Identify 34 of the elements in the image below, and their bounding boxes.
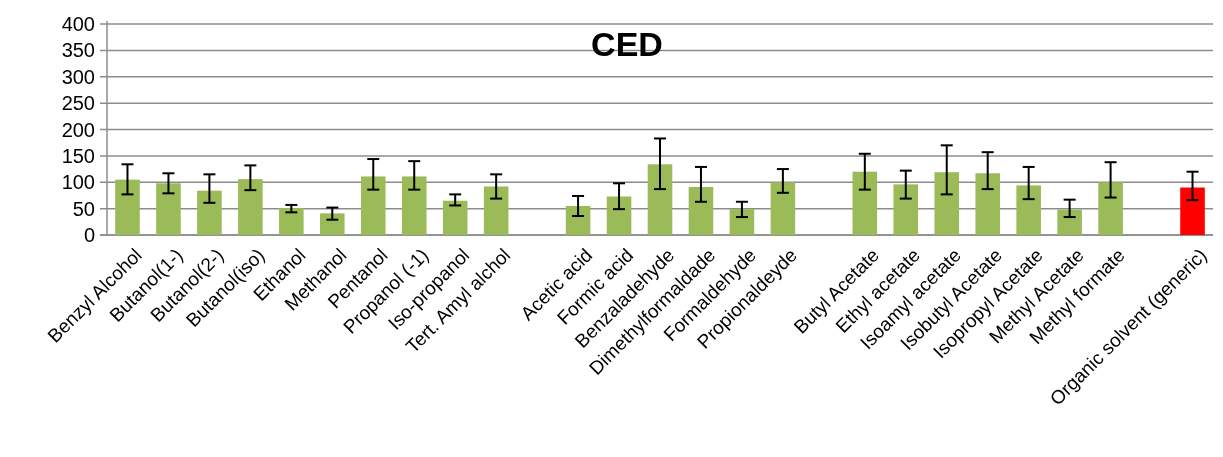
bar — [770, 182, 796, 235]
y-tick-label: 250 — [61, 92, 95, 115]
bar — [1098, 182, 1123, 235]
bar — [893, 184, 919, 235]
bar — [934, 172, 960, 235]
bar — [483, 186, 509, 235]
bar — [729, 209, 755, 235]
bar — [1180, 187, 1205, 235]
bar — [852, 171, 878, 235]
chart-title: CED — [591, 25, 663, 63]
bar — [565, 205, 591, 235]
y-tick-label: 350 — [61, 39, 95, 62]
bar — [401, 176, 427, 235]
bar — [1016, 185, 1041, 235]
bar — [606, 196, 632, 235]
y-tick-label: 400 — [61, 13, 95, 35]
bar — [320, 213, 345, 235]
bar — [688, 187, 714, 235]
bar — [156, 183, 181, 235]
bar — [442, 200, 468, 235]
bar — [238, 179, 263, 235]
bar — [647, 164, 673, 235]
bar — [197, 190, 222, 235]
bar — [1057, 209, 1082, 235]
y-tick-label: 300 — [61, 65, 95, 88]
y-tick-label: 200 — [61, 118, 95, 141]
y-tick-label: 0 — [83, 224, 95, 246]
y-tick-label: 100 — [61, 171, 95, 194]
bar — [975, 173, 1000, 235]
bar — [115, 179, 140, 235]
bar — [279, 208, 304, 235]
bar — [360, 176, 386, 235]
y-tick-label: 150 — [61, 144, 95, 167]
y-tick-label: 50 — [72, 197, 95, 220]
